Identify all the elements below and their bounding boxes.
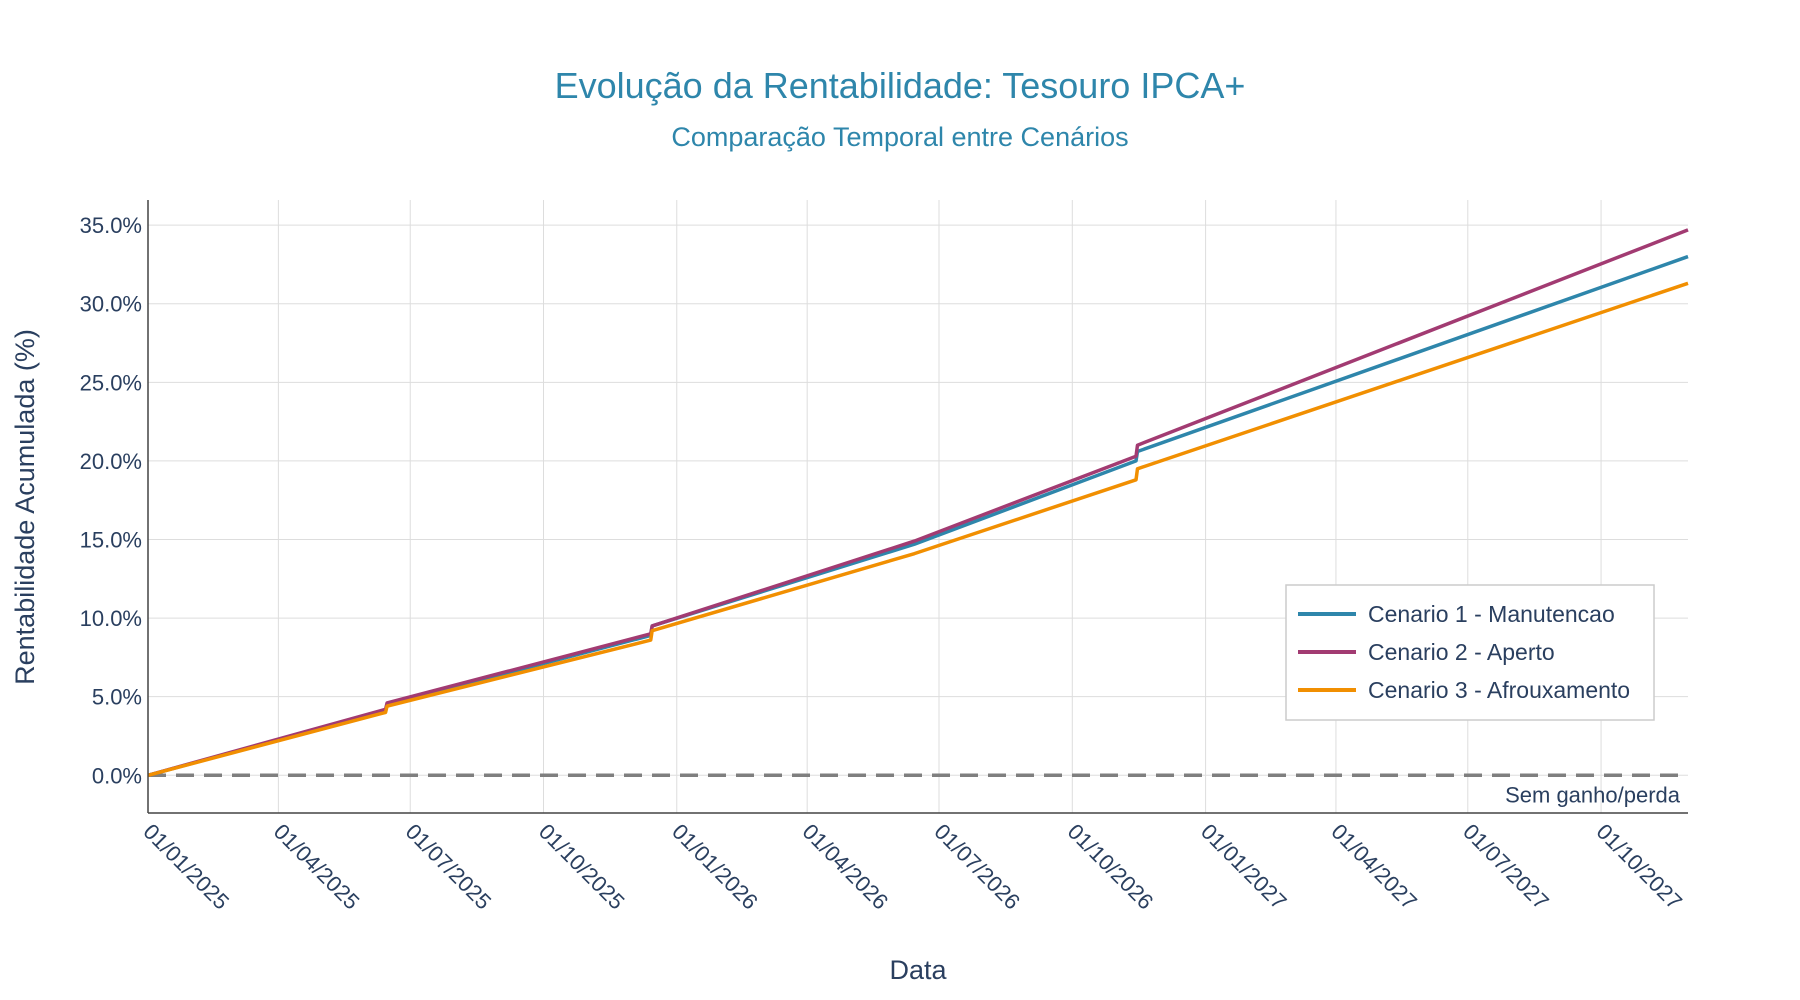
y-tick-label-6: 30.0% <box>80 292 142 317</box>
x-tick-label-5: 01/04/2026 <box>798 819 894 915</box>
x-tick-labels: 01/01/2025 01/04/2025 01/07/2025 01/10/2025… <box>138 819 1687 915</box>
x-tick-label-6: 01/07/2026 <box>929 819 1025 915</box>
legend-label-2: Cenario 2 - Aperto <box>1368 639 1555 665</box>
reference-line-group: Sem ganho/perda <box>148 773 1688 807</box>
series-line-3 <box>147 281 1689 777</box>
legend: Cenario 1 - Manutencao Cenario 2 - Aperto… <box>1285 584 1655 721</box>
x-tick-label-9: 01/04/2027 <box>1326 819 1422 915</box>
chart-subtitle: Comparação Temporal entre Cenários <box>671 122 1128 152</box>
axes <box>147 200 1688 814</box>
y-axis-title: Rentabilidade Acumulada (%) <box>10 329 40 685</box>
x-tick-label-10: 01/07/2027 <box>1458 819 1554 915</box>
legend-label-1: Cenario 1 - Manutencao <box>1368 601 1615 627</box>
legend-label-3: Cenario 3 - Afrouxamento <box>1368 677 1630 703</box>
y-tick-label-7: 35.0% <box>80 213 142 238</box>
y-tick-labels: 0.0% 5.0% 10.0% 15.0% 20.0% 25.0% 30.0% 35.0% <box>80 213 142 788</box>
grid <box>147 200 1688 813</box>
y-tick-label-1: 5.0% <box>92 685 142 710</box>
x-tick-label-11: 01/10/2027 <box>1592 819 1688 915</box>
x-tick-label-8: 01/01/2027 <box>1196 819 1292 915</box>
y-tick-label-0: 0.0% <box>92 763 142 788</box>
x-tick-label-1: 01/04/2025 <box>269 819 365 915</box>
reference-line-label: Sem ganho/perda <box>1505 782 1681 807</box>
x-tick-label-7: 01/10/2026 <box>1063 819 1159 915</box>
x-tick-label-0: 01/01/2025 <box>138 819 234 915</box>
y-tick-label-3: 15.0% <box>80 528 142 553</box>
y-tick-label-2: 10.0% <box>80 606 142 631</box>
y-tick-label-5: 25.0% <box>80 370 142 395</box>
x-tick-label-3: 01/10/2025 <box>534 819 630 915</box>
x-tick-label-4: 01/01/2026 <box>667 819 763 915</box>
x-tick-label-2: 01/07/2025 <box>401 819 497 915</box>
series-lines <box>147 228 1689 777</box>
x-axis-title: Data <box>889 955 947 985</box>
y-tick-label-4: 20.0% <box>80 449 142 474</box>
chart-title: Evolução da Rentabilidade: Tesouro IPCA+ <box>555 65 1246 106</box>
